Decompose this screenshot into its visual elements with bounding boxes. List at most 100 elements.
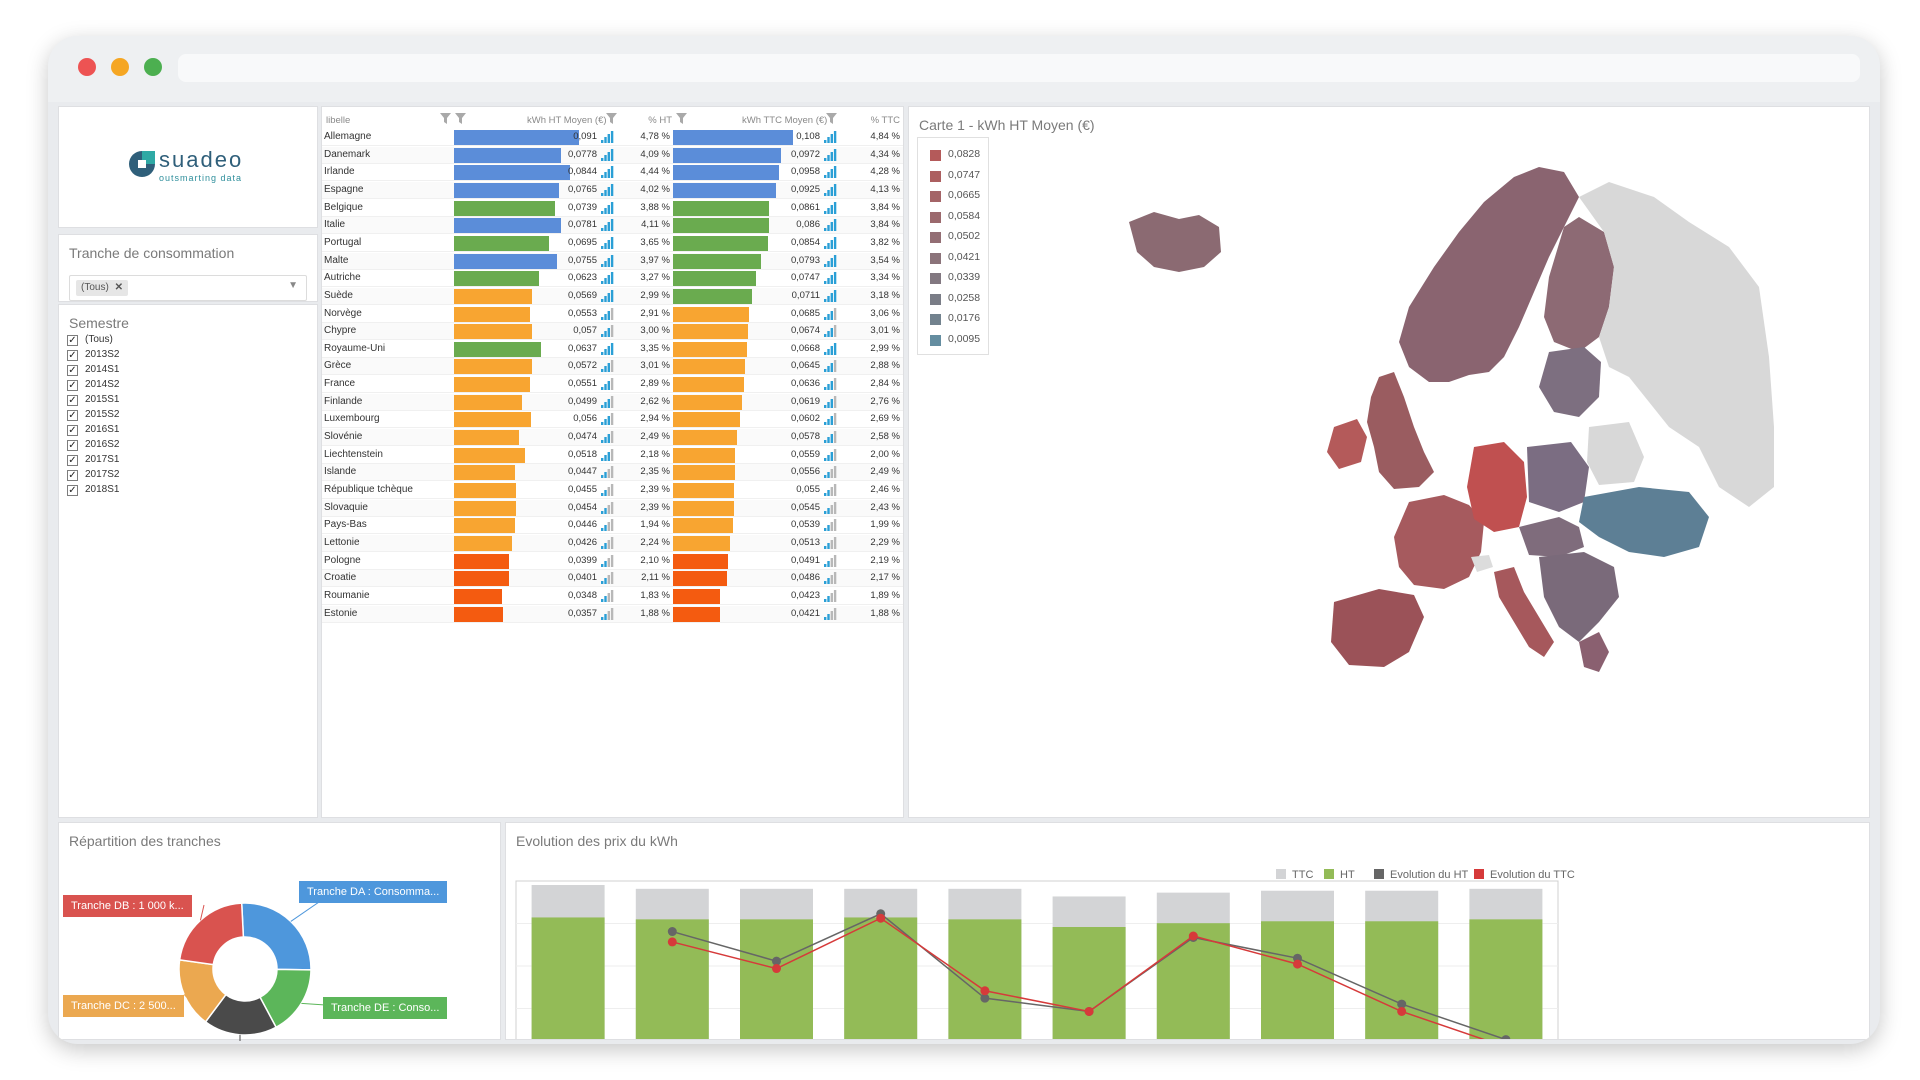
map-country-baltics[interactable]	[1539, 347, 1601, 417]
filter-icon[interactable]	[826, 113, 837, 124]
column-header-ht[interactable]: kWh HT Moyen (€)	[527, 115, 607, 126]
checkbox[interactable]: ✓	[67, 380, 78, 391]
evolution-ttc-point[interactable]	[667, 937, 677, 947]
ht-bar[interactable]	[844, 917, 918, 1040]
checkbox[interactable]: ✓	[67, 440, 78, 451]
table-row[interactable]: Autriche 0,0623 3,27 % 0,0747 3,34 %	[322, 270, 903, 288]
table-row[interactable]: Slovénie 0,0474 2,49 % 0,0578 2,58 %	[322, 429, 903, 447]
map-country-balkans[interactable]	[1539, 552, 1619, 642]
tranche-combobox[interactable]: (Tous) ✕ ▼	[69, 275, 307, 301]
map-country-central-europe[interactable]	[1519, 517, 1584, 557]
evolution-ttc-point[interactable]	[1293, 959, 1302, 969]
table-row[interactable]: Allemagne 0,091 4,78 % 0,108 4,84 %	[322, 129, 903, 146]
table-row[interactable]: Belgique 0,0739 3,88 % 0,0861 3,84 %	[322, 199, 903, 217]
europe-map[interactable]	[1109, 127, 1809, 687]
checkbox[interactable]: ✓	[67, 455, 78, 466]
map-country-iberia[interactable]	[1331, 589, 1424, 667]
minimize-window-button[interactable]	[111, 58, 129, 76]
column-header-pct-ht[interactable]: % HT	[648, 115, 672, 126]
evolution-ht-point[interactable]	[980, 993, 990, 1003]
filter-icon[interactable]	[606, 113, 617, 124]
table-row[interactable]: République tchèque 0,0455 2,39 % 0,055 2,46 …	[322, 482, 903, 499]
chevron-down-icon[interactable]: ▼	[288, 280, 298, 291]
table-row[interactable]: Croatie 0,0401 2,11 % 0,0486 2,17 %	[322, 570, 903, 588]
table-row[interactable]: Islande 0,0447 2,35 % 0,0556 2,49 %	[322, 464, 903, 482]
checkbox[interactable]: ✓	[67, 395, 78, 406]
table-row[interactable]: Pologne 0,0399 2,10 % 0,0491 2,19 %	[322, 552, 903, 570]
map-country-uk[interactable]	[1367, 372, 1434, 489]
table-row[interactable]: Estonie 0,0357 1,88 % 0,0421 1,88 %	[322, 605, 903, 623]
donut-segment[interactable]	[240, 902, 312, 971]
evolution-ttc-point[interactable]	[1397, 1006, 1407, 1016]
map-country-switzerland[interactable]	[1471, 555, 1493, 572]
close-window-button[interactable]	[78, 58, 96, 76]
address-bar[interactable]	[178, 54, 1860, 82]
map-country-france[interactable]	[1394, 495, 1484, 589]
map-country-ukraine[interactable]	[1579, 487, 1709, 557]
evolution-ht-point[interactable]	[772, 956, 781, 966]
ht-bar[interactable]	[1052, 926, 1126, 1040]
table-row[interactable]: Lettonie 0,0426 2,24 % 0,0513 2,29 %	[322, 534, 903, 552]
evolution-ttc-point[interactable]	[876, 913, 886, 923]
map-country-greece[interactable]	[1579, 632, 1609, 672]
checkbox[interactable]: ✓	[67, 350, 78, 361]
checkbox[interactable]: ✓	[67, 365, 78, 376]
map-country-iceland[interactable]	[1129, 212, 1221, 272]
ht-bar[interactable]	[1365, 921, 1439, 1040]
table-row[interactable]: Slovaquie 0,0454 2,39 % 0,0545 2,43 %	[322, 499, 903, 517]
checkbox[interactable]: ✓	[67, 470, 78, 481]
evolution-ttc-point[interactable]	[1084, 1006, 1094, 1016]
table-row[interactable]: Danemark 0,0778 4,09 % 0,0972 4,34 %	[322, 146, 903, 164]
evolution-chart[interactable]	[506, 823, 1870, 1040]
evolution-ht-point[interactable]	[667, 927, 677, 937]
map-country-poland[interactable]	[1527, 442, 1589, 512]
ht-bar[interactable]	[531, 917, 605, 1040]
map-country-belarus[interactable]	[1587, 422, 1644, 485]
table-row[interactable]: France 0,0551 2,89 % 0,0636 2,84 %	[322, 376, 903, 394]
filter-icon[interactable]	[455, 113, 466, 124]
table-row[interactable]: Finlande 0,0499 2,62 % 0,0619 2,76 %	[322, 393, 903, 411]
remove-tag-icon[interactable]: ✕	[114, 282, 123, 293]
evolution-ttc-point[interactable]	[980, 986, 990, 996]
tranche-selected-tag[interactable]: (Tous) ✕	[76, 280, 128, 296]
evolution-legend-item[interactable]: HT	[1324, 869, 1355, 881]
filter-icon[interactable]	[676, 113, 687, 124]
table-row[interactable]: Grèce 0,0572 3,01 % 0,0645 2,88 %	[322, 358, 903, 376]
map-country-norway-sweden[interactable]	[1399, 167, 1579, 382]
table-row[interactable]: Pays-Bas 0,0446 1,94 % 0,0539 1,99 %	[322, 517, 903, 535]
map-country-ireland[interactable]	[1327, 419, 1367, 469]
table-row[interactable]: Liechtenstein 0,0518 2,18 % 0,0559 2,00 %	[322, 446, 903, 464]
table-row[interactable]: Luxembourg 0,056 2,94 % 0,0602 2,69 %	[322, 411, 903, 429]
maximize-window-button[interactable]	[144, 58, 162, 76]
checkbox[interactable]: ✓	[67, 335, 78, 346]
column-header-ttc[interactable]: kWh TTC Moyen (€)	[742, 115, 828, 126]
evolution-ht-point[interactable]	[1397, 999, 1407, 1009]
ht-bar[interactable]	[1469, 919, 1543, 1040]
evolution-ht-point[interactable]	[1501, 1035, 1511, 1040]
map-country-finland[interactable]	[1544, 217, 1614, 352]
checkbox[interactable]: ✓	[67, 425, 78, 436]
map-country-italy[interactable]	[1494, 567, 1554, 657]
table-row[interactable]: Espagne 0,0765 4,02 % 0,0925 4,13 %	[322, 181, 903, 199]
table-row[interactable]: Chypre 0,057 3,00 % 0,0674 3,01 %	[322, 323, 903, 341]
evolution-legend-item[interactable]: Evolution du TTC	[1474, 869, 1575, 881]
evolution-ttc-point[interactable]	[1188, 931, 1198, 941]
table-row[interactable]: Irlande 0,0844 4,44 % 0,0958 4,28 %	[322, 164, 903, 182]
column-header-pct-ttc[interactable]: % TTC	[870, 115, 900, 126]
map-country-germany[interactable]	[1467, 442, 1527, 532]
table-row[interactable]: Suède 0,0569 2,99 % 0,0711 3,18 %	[322, 287, 903, 305]
table-row[interactable]: Portugal 0,0695 3,65 % 0,0854 3,82 %	[322, 234, 903, 252]
donut-segment[interactable]	[178, 902, 245, 966]
evolution-ttc-point[interactable]	[772, 964, 781, 974]
table-row[interactable]: Malte 0,0755 3,97 % 0,0793 3,54 %	[322, 252, 903, 270]
ht-bar[interactable]	[1261, 921, 1334, 1040]
ht-bar[interactable]	[948, 919, 1022, 1040]
evolution-legend-item[interactable]: TTC	[1276, 869, 1313, 881]
table-row[interactable]: Norvège 0,0553 2,91 % 0,0685 3,06 %	[322, 305, 903, 323]
map-country-russia[interactable]	[1579, 182, 1774, 507]
table-row[interactable]: Royaume-Uni 0,0637 3,35 % 0,0668 2,99 %	[322, 340, 903, 358]
ht-bar[interactable]	[740, 919, 813, 1040]
table-row[interactable]: Italie 0,0781 4,11 % 0,086 3,84 %	[322, 217, 903, 235]
evolution-legend-item[interactable]: Evolution du HT	[1374, 869, 1468, 881]
donut-chart[interactable]	[59, 823, 502, 1041]
